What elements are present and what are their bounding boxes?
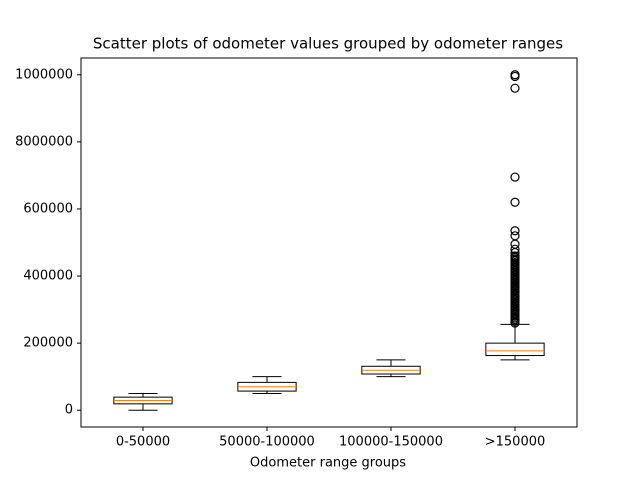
outlier: [510, 231, 520, 241]
outlier: [510, 226, 520, 236]
y-tick-label: 1000000: [15, 67, 73, 82]
x-tick-label: 100000-150000: [339, 435, 443, 450]
x-tick-label: >150000: [485, 435, 546, 450]
plot-frame: [80, 57, 578, 428]
outlier: [510, 197, 520, 207]
outlier: [510, 172, 520, 182]
y-tick-label: 8000000: [15, 134, 73, 149]
y-tick-label: 400000: [23, 269, 73, 284]
x-axis-label: Odometer range groups: [250, 456, 406, 471]
outlier: [510, 239, 520, 249]
x-tick-label: 0-50000: [116, 435, 170, 450]
outlier: [510, 83, 520, 93]
y-tick-label: 200000: [23, 336, 73, 351]
outlier: [510, 251, 520, 261]
outlier: [510, 70, 520, 80]
y-tick-label: 0: [65, 403, 73, 418]
chart-title: Scatter plots of odometer values grouped…: [93, 35, 563, 53]
box: [485, 342, 545, 357]
outlier: [510, 244, 520, 254]
x-tick-label: 50000-100000: [219, 435, 315, 450]
y-tick-label: 600000: [23, 201, 73, 216]
